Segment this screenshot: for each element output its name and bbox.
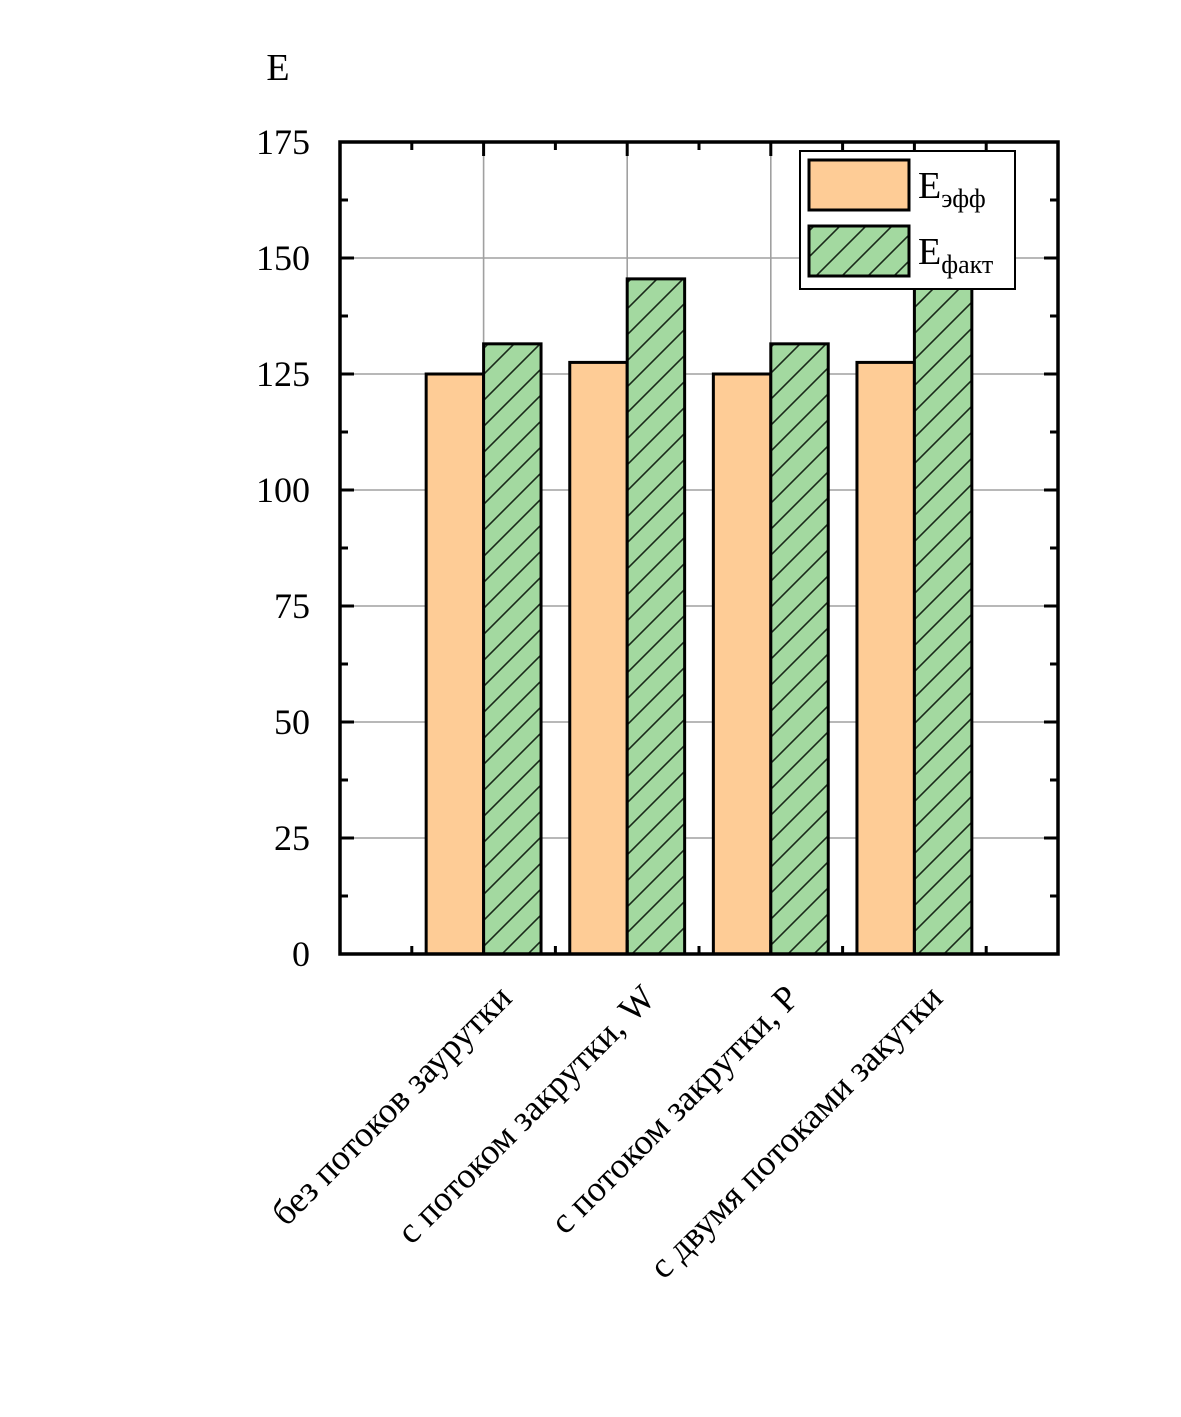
y-tick-label: 175 (256, 122, 310, 162)
bar-fact-3 (769, 342, 830, 956)
bar-eff-1 (424, 372, 486, 956)
y-tick-label: 25 (274, 818, 310, 858)
bar-eff-3 (711, 372, 773, 956)
legend-symbol: E (918, 231, 941, 273)
legend-swatch-eff (807, 158, 911, 212)
y-tick-label: 75 (274, 586, 310, 626)
x-category-label: с двумя потоками закутки (641, 977, 950, 1286)
y-tick-label: 125 (256, 354, 310, 394)
x-category-label: с потоком закрутки, P (542, 977, 806, 1241)
bar-fact-1 (482, 342, 543, 956)
bar-fact-2 (625, 277, 687, 956)
x-category-label: без потоков заурутки (264, 977, 520, 1233)
y-axis-title: E (266, 47, 289, 89)
y-tick-label: 0 (292, 934, 310, 974)
bar-eff-2 (568, 360, 629, 956)
y-tick-label: 50 (274, 702, 310, 742)
legend-entry-eff: Eэфф (918, 165, 986, 213)
bar-eff-4 (855, 360, 916, 956)
x-category-label: с потоком закрутки, W (389, 977, 663, 1251)
legend-subscript: факт (941, 250, 993, 279)
legend-subscript: эфф (941, 184, 986, 213)
legend-symbol: E (918, 165, 941, 207)
legend-entry-fact: Eфакт (918, 231, 993, 279)
bar-fact-4 (912, 270, 974, 956)
legend-swatch-fact (807, 224, 911, 278)
y-tick-label: 150 (256, 238, 310, 278)
y-tick-labels: 0 25 50 75 100 125 150 175 (256, 122, 310, 974)
y-tick-label: 100 (256, 470, 310, 510)
